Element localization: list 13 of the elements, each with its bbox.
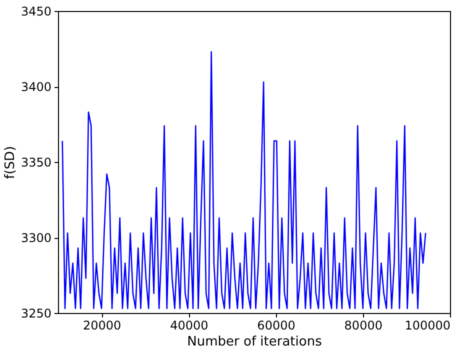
x-tick-label: 40000 [170,318,208,332]
x-tick-label: 100000 [404,318,450,332]
x-axis-title: Number of iterations [187,334,322,350]
y-tick-label: 3250 [20,306,52,320]
y-tick-label: 3350 [20,156,52,170]
y-axis-title: f(SD) [2,146,18,179]
x-tick-label: 60000 [257,318,296,332]
y-tick-label: 3400 [20,80,52,94]
y-tick-label: 3450 [20,4,52,18]
x-tick-label: 20000 [82,318,122,332]
x-tick-label: 80000 [344,318,382,332]
line-series [62,51,426,310]
y-tick-label: 3300 [20,231,52,245]
